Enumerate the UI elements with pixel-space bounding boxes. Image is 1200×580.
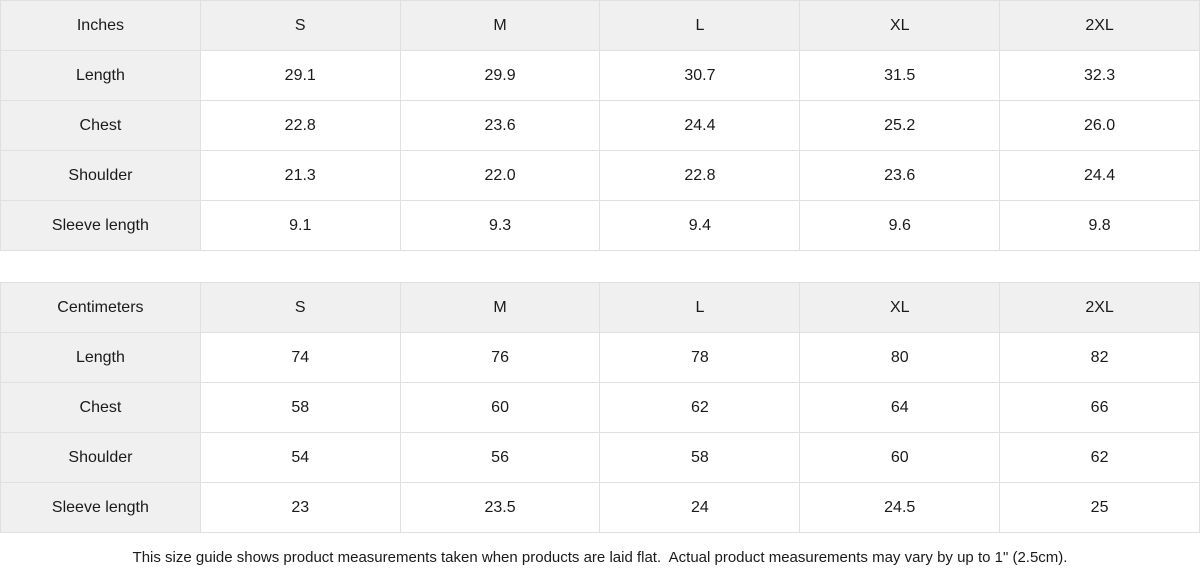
measurement-value-cell: 9.4 — [599, 200, 801, 251]
measurement-row: Shoulder 21.3 22.0 22.8 23.6 24.4 — [0, 150, 1200, 201]
measurement-label-cell: Length — [0, 332, 201, 383]
measurement-value-cell: 23.6 — [399, 100, 601, 151]
measurement-value-cell: 56 — [399, 432, 601, 483]
measurement-value-cell: 25 — [999, 482, 1200, 533]
measurement-value-cell: 25.2 — [799, 100, 1001, 151]
measurement-label-cell: Chest — [0, 382, 201, 433]
measurement-row: Shoulder 54 56 58 60 62 — [0, 432, 1200, 483]
measurement-value-cell: 9.8 — [999, 200, 1200, 251]
size-table-inches: Inches S M L XL 2XL Length 29.1 29.9 30.7 31.5 32.3… — [0, 0, 1200, 251]
measurement-value-cell: 30.7 — [599, 50, 801, 101]
measurement-value-cell: 78 — [599, 332, 801, 383]
measurement-value-cell: 29.9 — [399, 50, 601, 101]
size-guide-footnote: This size guide shows product measuremen… — [0, 533, 1200, 580]
size-table-header-row: Centimeters S M L XL 2XL — [0, 282, 1200, 333]
measurement-value-cell: 82 — [999, 332, 1200, 383]
measurement-value-cell: 23.5 — [399, 482, 601, 533]
measurement-label-cell: Length — [0, 50, 201, 101]
measurement-value-cell: 9.1 — [199, 200, 401, 251]
measurement-label-cell: Shoulder — [0, 150, 201, 201]
measurement-label-cell: Sleeve length — [0, 200, 201, 251]
unit-label-cell: Inches — [0, 0, 201, 51]
measurement-value-cell: 24 — [599, 482, 801, 533]
measurement-value-cell: 26.0 — [999, 100, 1200, 151]
size-header-cell: S — [199, 0, 401, 51]
measurement-value-cell: 9.3 — [399, 200, 601, 251]
unit-label-cell: Centimeters — [0, 282, 201, 333]
measurement-value-cell: 60 — [399, 382, 601, 433]
size-header-cell: 2XL — [999, 0, 1200, 51]
size-header-cell: 2XL — [999, 282, 1200, 333]
measurement-value-cell: 62 — [999, 432, 1200, 483]
size-table-header-row: Inches S M L XL 2XL — [0, 0, 1200, 51]
measurement-label-cell: Chest — [0, 100, 201, 151]
size-header-cell: S — [199, 282, 401, 333]
measurement-value-cell: 9.6 — [799, 200, 1001, 251]
measurement-value-cell: 32.3 — [999, 50, 1200, 101]
measurement-value-cell: 22.8 — [199, 100, 401, 151]
measurement-value-cell: 64 — [799, 382, 1001, 433]
measurement-value-cell: 54 — [199, 432, 401, 483]
measurement-value-cell: 23.6 — [799, 150, 1001, 201]
measurement-row: Length 29.1 29.9 30.7 31.5 32.3 — [0, 50, 1200, 101]
size-table-centimeters: Centimeters S M L XL 2XL Length 74 76 78 80 82 Chest… — [0, 282, 1200, 533]
table-gap — [0, 251, 1200, 282]
measurement-value-cell: 60 — [799, 432, 1001, 483]
measurement-row: Chest 22.8 23.6 24.4 25.2 26.0 — [0, 100, 1200, 151]
measurement-row: Sleeve length 23 23.5 24 24.5 25 — [0, 482, 1200, 533]
size-header-cell: XL — [799, 282, 1001, 333]
size-header-cell: L — [599, 282, 801, 333]
size-header-cell: XL — [799, 0, 1001, 51]
measurement-row: Sleeve length 9.1 9.3 9.4 9.6 9.8 — [0, 200, 1200, 251]
measurement-value-cell: 24.4 — [999, 150, 1200, 201]
measurement-value-cell: 22.8 — [599, 150, 801, 201]
measurement-label-cell: Sleeve length — [0, 482, 201, 533]
measurement-row: Chest 58 60 62 64 66 — [0, 382, 1200, 433]
measurement-value-cell: 24.4 — [599, 100, 801, 151]
size-header-cell: M — [399, 0, 601, 51]
measurement-label-cell: Shoulder — [0, 432, 201, 483]
measurement-value-cell: 62 — [599, 382, 801, 433]
measurement-value-cell: 21.3 — [199, 150, 401, 201]
measurement-value-cell: 29.1 — [199, 50, 401, 101]
measurement-value-cell: 23 — [199, 482, 401, 533]
size-header-cell: L — [599, 0, 801, 51]
measurement-value-cell: 74 — [199, 332, 401, 383]
measurement-value-cell: 58 — [199, 382, 401, 433]
measurement-value-cell: 80 — [799, 332, 1001, 383]
measurement-value-cell: 66 — [999, 382, 1200, 433]
measurement-value-cell: 22.0 — [399, 150, 601, 201]
measurement-row: Length 74 76 78 80 82 — [0, 332, 1200, 383]
size-header-cell: M — [399, 282, 601, 333]
measurement-value-cell: 31.5 — [799, 50, 1001, 101]
measurement-value-cell: 58 — [599, 432, 801, 483]
measurement-value-cell: 24.5 — [799, 482, 1001, 533]
measurement-value-cell: 76 — [399, 332, 601, 383]
